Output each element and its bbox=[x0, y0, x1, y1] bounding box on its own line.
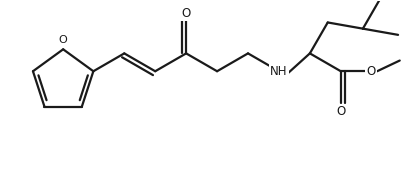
Text: O: O bbox=[59, 35, 68, 45]
Text: NH: NH bbox=[270, 65, 288, 78]
Text: O: O bbox=[367, 65, 376, 78]
Text: O: O bbox=[181, 7, 191, 20]
Text: O: O bbox=[336, 105, 345, 118]
